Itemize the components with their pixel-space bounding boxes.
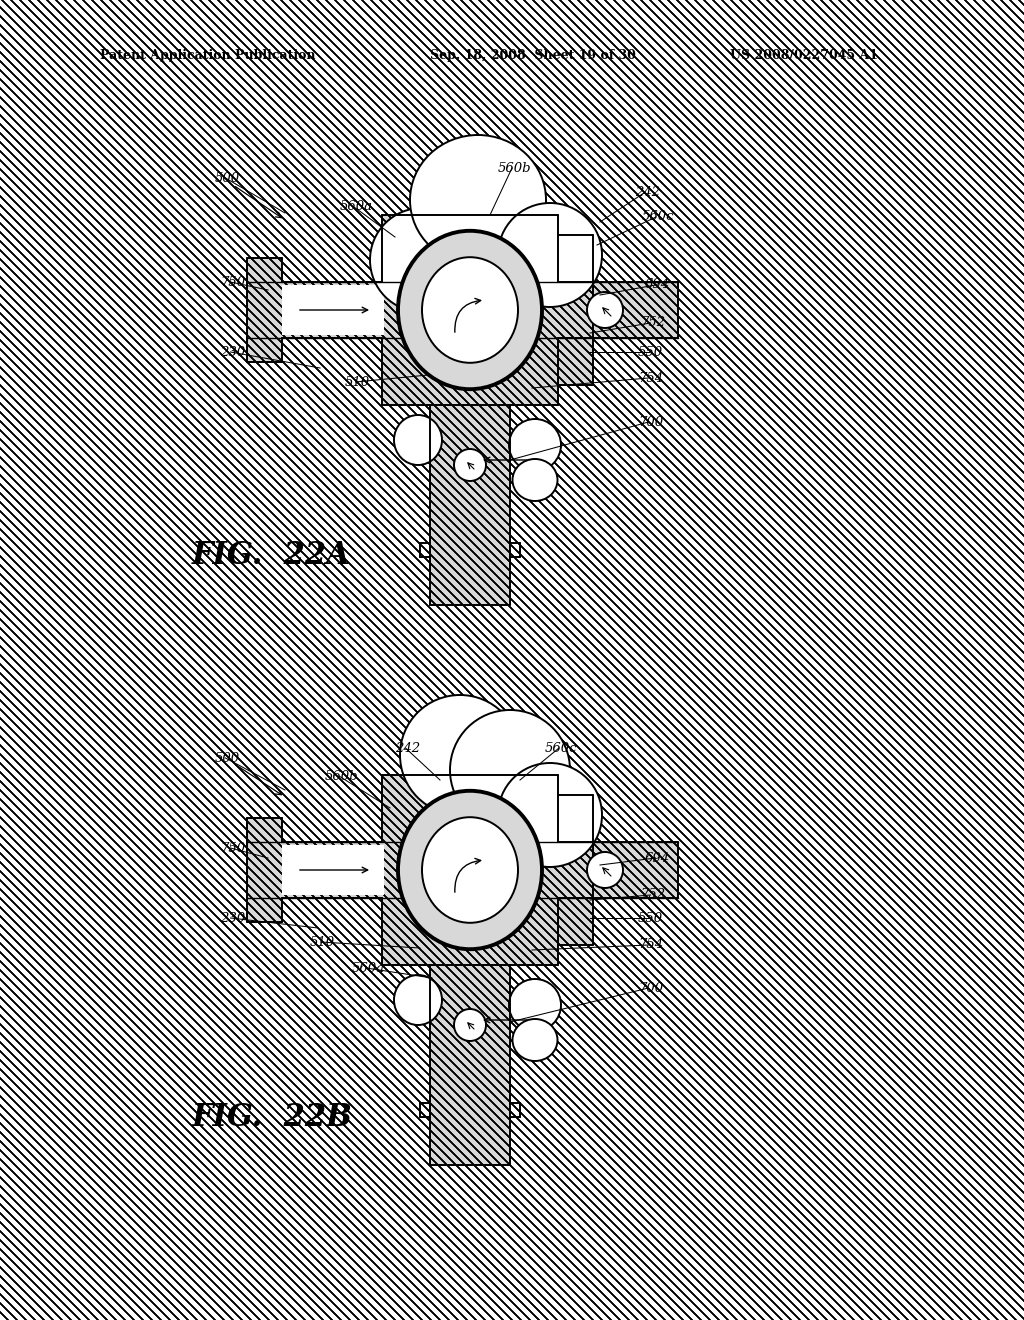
Text: 754: 754 bbox=[638, 371, 664, 384]
Ellipse shape bbox=[422, 817, 518, 923]
Bar bbox=[282, 282, 382, 338]
Bar bbox=[558, 842, 678, 898]
Ellipse shape bbox=[370, 209, 474, 312]
Ellipse shape bbox=[498, 763, 602, 867]
Text: 560c: 560c bbox=[642, 210, 675, 223]
Text: Patent Application Publication: Patent Application Publication bbox=[100, 49, 315, 62]
Text: 230: 230 bbox=[220, 346, 245, 359]
Ellipse shape bbox=[394, 975, 442, 1026]
Text: 752: 752 bbox=[640, 317, 666, 330]
Ellipse shape bbox=[498, 203, 602, 308]
Ellipse shape bbox=[498, 763, 602, 867]
Ellipse shape bbox=[370, 209, 474, 312]
Ellipse shape bbox=[509, 979, 561, 1031]
Text: 754: 754 bbox=[638, 939, 664, 952]
Ellipse shape bbox=[450, 710, 570, 830]
Bar bbox=[247, 818, 282, 921]
Text: 750: 750 bbox=[220, 842, 245, 854]
Text: 500: 500 bbox=[215, 172, 240, 185]
Circle shape bbox=[587, 292, 623, 327]
Text: 560a: 560a bbox=[352, 961, 385, 974]
Bar bbox=[247, 257, 282, 362]
Bar bbox=[282, 842, 382, 898]
Text: 510: 510 bbox=[310, 936, 335, 949]
Text: 560b: 560b bbox=[325, 770, 358, 783]
Bar bbox=[382, 215, 558, 405]
Text: 242: 242 bbox=[635, 186, 660, 198]
Text: 560c: 560c bbox=[545, 742, 578, 755]
Bar bbox=[282, 285, 384, 335]
Ellipse shape bbox=[410, 135, 546, 265]
Ellipse shape bbox=[422, 257, 518, 363]
Ellipse shape bbox=[398, 791, 542, 949]
Text: 694: 694 bbox=[645, 851, 670, 865]
Ellipse shape bbox=[509, 418, 561, 471]
Ellipse shape bbox=[398, 791, 542, 949]
Bar bbox=[282, 845, 384, 895]
Ellipse shape bbox=[398, 231, 542, 389]
Ellipse shape bbox=[450, 710, 570, 830]
Bar bbox=[430, 965, 510, 1166]
Text: 694: 694 bbox=[645, 279, 670, 292]
Circle shape bbox=[454, 1008, 486, 1041]
Text: FIG.  22A: FIG. 22A bbox=[193, 540, 351, 570]
Text: 700: 700 bbox=[638, 982, 664, 994]
Ellipse shape bbox=[400, 696, 520, 814]
Text: 230: 230 bbox=[220, 912, 245, 924]
Text: 510: 510 bbox=[345, 375, 370, 388]
Ellipse shape bbox=[398, 791, 542, 949]
Text: 752: 752 bbox=[640, 888, 666, 902]
Text: 550: 550 bbox=[638, 346, 664, 359]
Bar bbox=[558, 235, 593, 385]
Ellipse shape bbox=[398, 231, 542, 389]
Bar bbox=[430, 405, 510, 605]
Circle shape bbox=[587, 851, 623, 888]
Ellipse shape bbox=[400, 696, 520, 814]
Ellipse shape bbox=[512, 1019, 557, 1061]
Bar bbox=[558, 795, 593, 945]
Ellipse shape bbox=[498, 203, 602, 308]
Text: US 2008/0227045 A1: US 2008/0227045 A1 bbox=[730, 49, 878, 62]
Ellipse shape bbox=[394, 414, 442, 465]
Text: FIG.  22B: FIG. 22B bbox=[193, 1102, 353, 1134]
Bar bbox=[558, 282, 678, 338]
Ellipse shape bbox=[398, 231, 542, 389]
Text: 500: 500 bbox=[215, 751, 240, 764]
Text: 560a: 560a bbox=[340, 201, 373, 214]
Ellipse shape bbox=[512, 459, 557, 502]
Circle shape bbox=[454, 449, 486, 480]
Text: 750: 750 bbox=[220, 276, 245, 289]
Text: 242: 242 bbox=[395, 742, 420, 755]
Text: 550: 550 bbox=[638, 912, 664, 924]
Text: Sep. 18, 2008  Sheet 19 of 30: Sep. 18, 2008 Sheet 19 of 30 bbox=[430, 49, 636, 62]
Text: 560b: 560b bbox=[498, 161, 531, 174]
Bar bbox=[382, 775, 558, 965]
Ellipse shape bbox=[410, 135, 546, 265]
Text: 700: 700 bbox=[638, 416, 664, 429]
